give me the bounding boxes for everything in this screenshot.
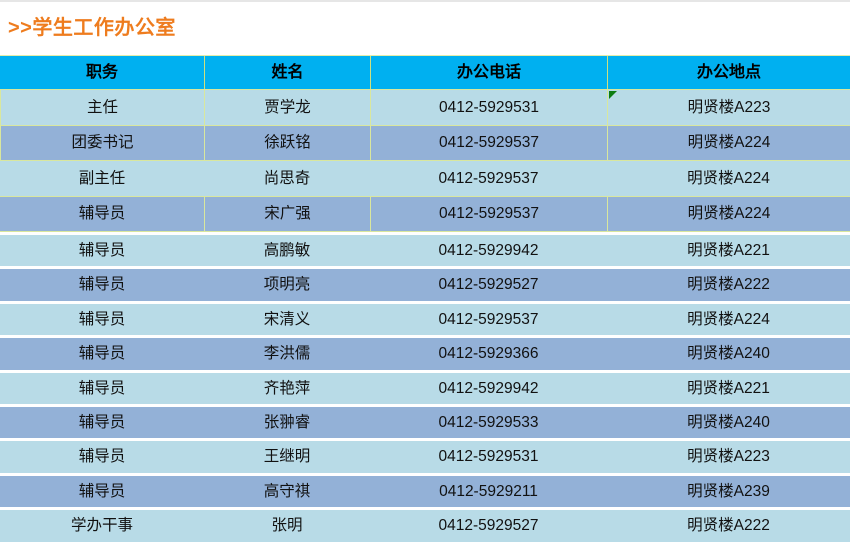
name-cell: 贾学龙: [204, 90, 370, 125]
location-text: 明贤楼A223: [687, 98, 771, 116]
position-cell: 辅导员: [78, 310, 126, 328]
location-cell: 明贤楼A224: [687, 310, 770, 328]
phone-cell: 0412-5929531: [438, 448, 539, 466]
table-row: 辅导员 张翀睿 0412-5929533 明贤楼A240: [0, 406, 850, 439]
phone-cell: 0412-5929527: [438, 276, 539, 294]
position-cell: 辅导员: [78, 448, 126, 466]
table-header-row: 职务 姓名 办公电话 办公地点: [0, 55, 850, 90]
phone-cell: 0412-5929537: [438, 169, 539, 187]
name-cell: 齐艳萍: [263, 379, 311, 397]
phone-cell: 0412-5929942: [438, 379, 539, 397]
page-title: >>学生工作办公室: [8, 17, 176, 39]
table-row: 辅导员 宋广强 0412-5929537 明贤楼A224: [0, 196, 850, 232]
name-cell: 宋广强: [204, 196, 370, 231]
location-cell: 明贤楼A224: [607, 125, 850, 160]
location-cell: 明贤楼A223: [687, 448, 770, 466]
table-row: 辅导员 高守祺 0412-5929211 明贤楼A239: [0, 475, 850, 508]
phone-cell: 0412-5929942: [438, 241, 539, 259]
location-cell: 明贤楼A221: [687, 379, 770, 397]
name-cell: 高守祺: [263, 482, 311, 500]
column-header-location: 办公地点: [607, 56, 850, 89]
table-row: 学办干事 张明 0412-5929527 明贤楼A222: [0, 510, 850, 542]
position-cell: 副主任: [78, 169, 126, 187]
column-header-name: 姓名: [204, 56, 370, 89]
location-cell: 明贤楼A224: [607, 196, 850, 231]
position-cell: 辅导员: [78, 205, 126, 222]
position-cell: 学办干事: [70, 517, 133, 535]
position-cell: 辅导员: [78, 482, 126, 500]
phone-cell: 0412-5929537: [438, 310, 539, 328]
phone-cell: 0412-5929537: [370, 125, 607, 160]
location-cell: 明贤楼A222: [687, 517, 770, 535]
phone-cell: 0412-5929531: [370, 90, 607, 125]
position-cell: 辅导员: [78, 241, 126, 259]
name-cell: 徐跃铭: [204, 125, 370, 160]
window-top-edge: [0, 0, 850, 2]
phone-cell: 0412-5929211: [439, 482, 538, 500]
phone-cell: 0412-5929533: [438, 413, 539, 431]
table-row: 辅导员 宋清义 0412-5929537 明贤楼A224: [0, 303, 850, 336]
location-cell: 明贤楼A239: [687, 482, 770, 500]
location-cell: 明贤楼A240: [687, 413, 770, 431]
phone-cell: 0412-5929527: [438, 517, 539, 535]
position-cell: 辅导员: [78, 413, 126, 431]
table-row: 辅导员 高鹏敏 0412-5929942 明贤楼A221: [0, 235, 850, 267]
table-row: 辅导员 齐艳萍 0412-5929942 明贤楼A221: [0, 372, 850, 404]
cell-error-marker-icon: [609, 91, 617, 99]
phone-cell: 0412-5929366: [438, 345, 539, 363]
table-row: 辅导员 李洪儒 0412-5929366 明贤楼A240: [0, 338, 850, 370]
position-cell: 辅导员: [78, 276, 126, 294]
location-cell: 明贤楼A223: [607, 90, 850, 125]
name-cell: 项明亮: [263, 276, 311, 294]
table-row: 团委书记 徐跃铭 0412-5929537 明贤楼A224: [0, 125, 850, 161]
position-cell: 主任: [0, 90, 204, 125]
name-cell: 李洪儒: [263, 345, 311, 363]
location-cell: 明贤楼A224: [687, 169, 770, 187]
name-cell: 宋清义: [263, 310, 311, 328]
name-cell: 王继明: [263, 448, 311, 466]
column-header-phone: 办公电话: [370, 56, 607, 89]
table-row: 辅导员 王继明 0412-5929531 明贤楼A223: [0, 441, 850, 473]
location-cell: 明贤楼A222: [687, 276, 770, 294]
name-cell: 张明: [271, 517, 303, 535]
name-cell: 尚思奇: [263, 169, 311, 187]
location-cell: 明贤楼A240: [687, 345, 770, 363]
table-row: 主任 贾学龙 0412-5929531 明贤楼A223: [0, 90, 850, 126]
position-cell: 团委书记: [0, 125, 204, 160]
name-cell: 高鹏敏: [263, 241, 311, 259]
table-row: 副主任 尚思奇 0412-5929537 明贤楼A224: [0, 161, 850, 197]
phone-cell: 0412-5929537: [370, 196, 607, 231]
location-cell: 明贤楼A221: [687, 241, 770, 259]
column-header-position: 职务: [85, 63, 118, 81]
name-cell: 张翀睿: [263, 413, 311, 431]
position-cell: 辅导员: [78, 379, 126, 397]
staff-table: 职务 姓名 办公电话 办公地点 主任 贾学龙 0412-5929531 明贤楼A…: [0, 55, 850, 542]
table-row: 辅导员 项明亮 0412-5929527 明贤楼A222: [0, 269, 850, 301]
position-cell: 辅导员: [78, 345, 126, 363]
